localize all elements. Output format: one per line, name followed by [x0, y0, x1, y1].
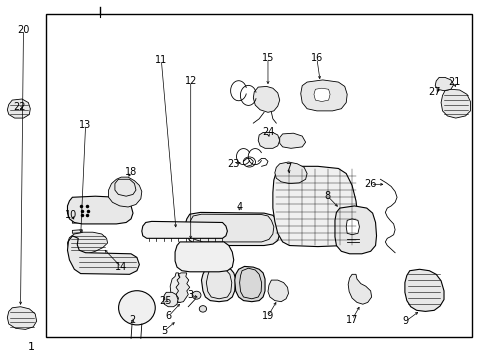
Polygon shape — [274, 162, 306, 184]
Text: 2: 2 — [129, 315, 135, 325]
Ellipse shape — [199, 306, 206, 312]
Text: 22: 22 — [13, 102, 26, 112]
Polygon shape — [67, 232, 107, 254]
Text: 24: 24 — [261, 127, 274, 138]
Ellipse shape — [192, 291, 201, 299]
Polygon shape — [440, 89, 469, 118]
Polygon shape — [300, 80, 346, 111]
Polygon shape — [334, 206, 376, 254]
Polygon shape — [313, 88, 329, 102]
Polygon shape — [267, 280, 288, 302]
Polygon shape — [347, 274, 371, 304]
Polygon shape — [82, 203, 95, 206]
Polygon shape — [170, 273, 183, 302]
Text: 26: 26 — [364, 179, 376, 189]
Polygon shape — [7, 99, 30, 118]
Polygon shape — [72, 230, 82, 233]
Text: 17: 17 — [345, 315, 358, 325]
Text: 1: 1 — [28, 342, 35, 352]
Polygon shape — [279, 133, 305, 148]
Polygon shape — [72, 220, 88, 223]
Ellipse shape — [101, 257, 112, 267]
Text: 11: 11 — [155, 55, 167, 66]
Text: 4: 4 — [236, 202, 242, 212]
Polygon shape — [404, 269, 443, 311]
Polygon shape — [175, 242, 233, 272]
Text: 19: 19 — [261, 311, 274, 321]
Text: 6: 6 — [165, 311, 171, 321]
Polygon shape — [163, 292, 178, 307]
Text: 14: 14 — [115, 262, 127, 272]
Text: 15: 15 — [261, 53, 274, 63]
Polygon shape — [258, 132, 279, 148]
Polygon shape — [346, 219, 359, 235]
Polygon shape — [201, 266, 235, 302]
Text: 12: 12 — [184, 76, 197, 86]
Text: 8: 8 — [324, 191, 330, 201]
Polygon shape — [67, 196, 133, 224]
Polygon shape — [108, 177, 142, 207]
Text: 9: 9 — [402, 316, 408, 326]
Polygon shape — [272, 166, 357, 247]
Text: 18: 18 — [124, 167, 137, 177]
Text: 23: 23 — [227, 159, 240, 169]
Text: 10: 10 — [64, 210, 77, 220]
Text: 13: 13 — [79, 120, 92, 130]
Text: 16: 16 — [310, 53, 323, 63]
Polygon shape — [76, 212, 95, 215]
Text: 20: 20 — [17, 24, 30, 35]
Polygon shape — [67, 236, 139, 274]
Bar — [46, 14, 471, 337]
Text: 7: 7 — [285, 163, 291, 174]
Polygon shape — [77, 253, 81, 256]
Polygon shape — [7, 307, 37, 329]
Polygon shape — [77, 259, 84, 262]
Polygon shape — [176, 273, 189, 302]
Polygon shape — [115, 179, 136, 196]
Polygon shape — [184, 212, 279, 246]
Text: 21: 21 — [447, 77, 460, 87]
Text: 3: 3 — [187, 290, 193, 300]
Text: 27: 27 — [427, 87, 440, 97]
Ellipse shape — [119, 291, 155, 325]
Polygon shape — [253, 86, 279, 112]
Polygon shape — [234, 266, 264, 302]
Text: 5: 5 — [161, 326, 166, 336]
Polygon shape — [434, 77, 453, 91]
Text: 25: 25 — [159, 296, 171, 306]
Polygon shape — [142, 221, 227, 238]
